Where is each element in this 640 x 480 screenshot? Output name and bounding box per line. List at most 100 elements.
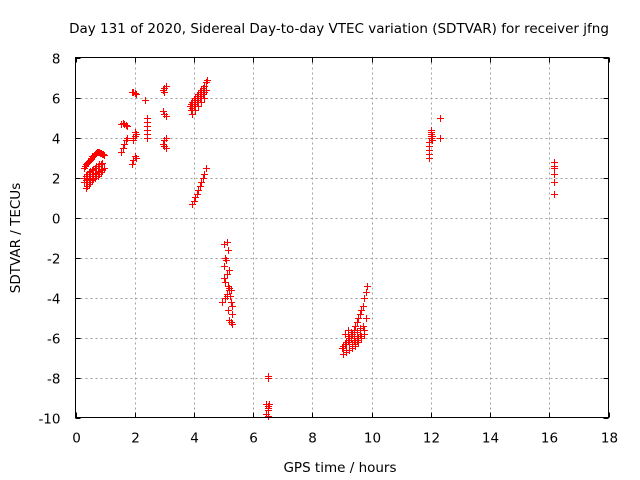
data-point: [124, 135, 131, 142]
data-point: [203, 87, 210, 94]
data-point: [551, 179, 558, 186]
y-tick-label: -10: [38, 412, 60, 428]
data-point: [195, 103, 202, 110]
y-tick-label: -6: [47, 332, 60, 348]
data-point: [132, 129, 139, 136]
data-point: [354, 319, 361, 326]
y-tick-label: 4: [52, 132, 61, 148]
data-point: [225, 247, 232, 254]
x-tick-label: 6: [249, 431, 258, 447]
x-tick-label: 10: [364, 431, 381, 447]
x-tick-label: 16: [541, 431, 558, 447]
x-tick-label: 14: [482, 431, 499, 447]
data-point: [198, 99, 205, 106]
data-point: [163, 135, 170, 142]
data-point: [355, 315, 362, 322]
data-point: [120, 145, 127, 152]
data-point: [192, 107, 199, 114]
data-point: [364, 283, 371, 290]
data-point: [163, 83, 170, 90]
data-point: [130, 137, 137, 144]
data-point: [201, 171, 208, 178]
data-point: [124, 123, 131, 130]
data-point: [197, 183, 204, 190]
data-point: [428, 127, 435, 134]
data-point: [551, 191, 558, 198]
data-point: [189, 111, 196, 118]
data-point: [219, 299, 226, 306]
data-point: [163, 145, 170, 152]
data-point: [200, 175, 207, 182]
data-point: [129, 161, 136, 168]
data-point: [98, 161, 105, 168]
data-point: [346, 347, 353, 354]
data-point: [99, 160, 106, 167]
data-point: [229, 311, 236, 318]
data-point: [163, 113, 170, 120]
y-tick-label: -4: [47, 292, 60, 308]
y-tick-label: 0: [52, 212, 61, 228]
data-point: [225, 283, 232, 290]
data-point: [98, 167, 105, 174]
data-point: [437, 135, 444, 142]
data-point: [352, 323, 359, 330]
data-point: [221, 275, 228, 282]
data-point: [265, 407, 272, 414]
data-point: [144, 135, 151, 142]
data-point: [221, 263, 228, 270]
plot-frame: [75, 57, 609, 418]
x-tick-label: 12: [423, 431, 440, 447]
data-point: [221, 241, 228, 248]
data-point: [100, 151, 107, 158]
data-point: [123, 122, 130, 129]
data-point: [429, 133, 436, 140]
data-point: [142, 97, 149, 104]
y-tick-label: 8: [52, 52, 61, 68]
y-tick-label: -2: [47, 252, 60, 268]
data-point: [224, 271, 231, 278]
data-point: [201, 83, 208, 90]
data-point: [437, 115, 444, 122]
data-point: [265, 413, 272, 420]
data-point: [204, 77, 211, 84]
axis-ticks: 0 2 4 6 8 10 12 14 16 18 -10 -8 -6 -4 -2 0 2 4 6 8: [38, 52, 618, 447]
y-tick-label: -8: [47, 372, 60, 388]
data-point: [99, 166, 106, 173]
y-axis-label: SDTVAR / TECUs: [8, 183, 24, 293]
data-point: [133, 155, 140, 162]
data-point: [228, 299, 235, 306]
chart-title: Day 131 of 2020, Sidereal Day-to-day VTE…: [69, 21, 609, 37]
data-point: [194, 191, 201, 198]
data-point: [229, 303, 236, 310]
grid-layer: [75, 57, 609, 418]
data-point: [132, 90, 139, 97]
data-point: [357, 327, 364, 334]
data-point: [222, 279, 229, 286]
data-points: [81, 77, 558, 420]
data-point: [361, 295, 368, 302]
data-point: [195, 187, 202, 194]
data-point: [225, 307, 232, 314]
y-tick-label: 2: [52, 172, 61, 188]
data-point: [551, 165, 558, 172]
data-point: [358, 333, 365, 340]
data-point: [223, 257, 230, 264]
x-tick-label: 8: [308, 431, 317, 447]
data-point: [161, 89, 168, 96]
data-point: [358, 307, 365, 314]
data-point: [226, 287, 233, 294]
data-point: [224, 291, 231, 298]
data-point: [226, 267, 233, 274]
data-point: [201, 95, 208, 102]
data-point: [198, 179, 205, 186]
data-point: [266, 401, 273, 408]
data-point: [118, 149, 125, 156]
x-tick-label: 2: [131, 431, 140, 447]
data-point: [360, 303, 367, 310]
data-point: [222, 295, 229, 302]
x-tick-label: 4: [190, 431, 199, 447]
data-point: [229, 321, 236, 328]
data-point: [121, 141, 128, 148]
data-point: [551, 171, 558, 178]
